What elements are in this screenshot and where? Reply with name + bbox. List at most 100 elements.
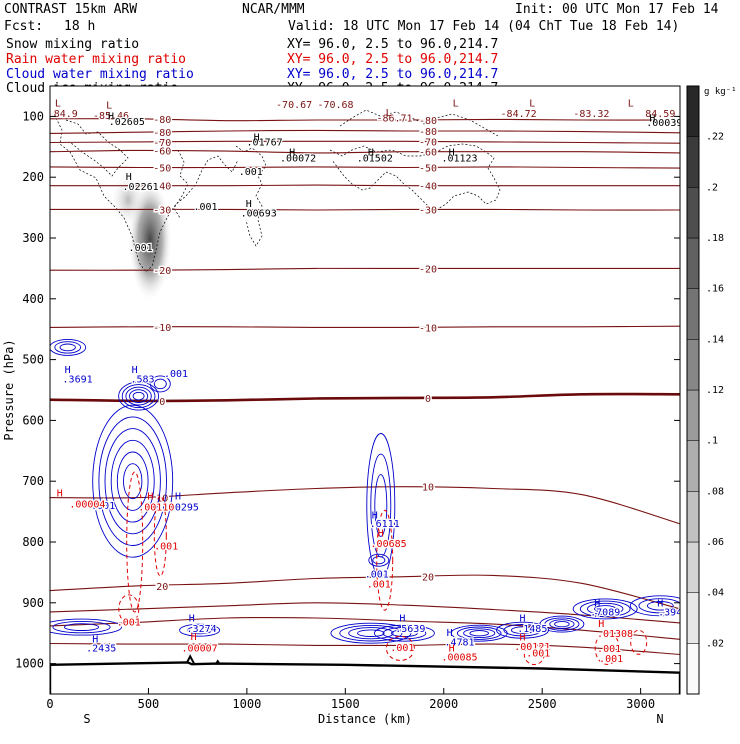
isotherm-7: [50, 267, 680, 271]
colorbar: g kg⁻¹ .02 .04 .06 .08 .1 .12 .14 .16 .18 .2 .22: [686, 85, 737, 695]
field-label-17: .001: [239, 167, 263, 178]
field-label-36: .00685: [371, 539, 407, 550]
isotherm-label-10-1: 10: [422, 483, 434, 494]
cloud-contour-3-0: [92, 404, 174, 558]
field-label-26: .3274: [187, 624, 217, 635]
extremum-marker-1: L: [106, 101, 112, 112]
field-label-2: -70.67: [276, 100, 312, 111]
field-label-41: .00085: [441, 653, 477, 664]
cloud-contour-14-2: [646, 601, 674, 611]
rain-contour-4: [523, 644, 545, 665]
isotherm-11: [50, 574, 680, 610]
cloud-contour-8-3: [357, 629, 385, 637]
field-label-8: .02605: [109, 117, 145, 128]
isotherm-label-7-1: -20: [419, 264, 437, 275]
isotherm-1: [50, 129, 680, 134]
isotherm-10: [50, 486, 680, 525]
x-axis: 0 500 1000 1500 2000 2500 3000: [46, 688, 655, 711]
cloud-contour-13-3: [594, 605, 617, 613]
field-label-29: .4781: [444, 637, 474, 648]
rain-contour-1: [153, 495, 167, 577]
field-label-16: .001: [129, 243, 153, 254]
cloud-contour-3-1: [98, 416, 167, 546]
isotherm-4: [50, 166, 680, 169]
colorbar-swatch-3: [686, 491, 700, 543]
extremum-marker-24: H: [175, 491, 181, 502]
legend-xy-cloud: XY= 96.0, 2.5 to 96.0,214.7: [287, 67, 498, 82]
plot-frame: [49, 85, 681, 695]
isotherm-0: [50, 118, 680, 122]
y-tick-label-700: 700: [22, 474, 44, 488]
field-label-28: .5639: [395, 624, 425, 635]
field-label-25: .001: [365, 569, 389, 580]
isotherm-label-6-1: -30: [419, 205, 437, 216]
cloud-contour-10-3: [469, 630, 489, 637]
colorbar-swatch-9: [686, 187, 700, 239]
extremum-marker-18: H: [92, 634, 98, 645]
isotherm-label-7-0: -20: [153, 266, 171, 277]
field-label-37: .001: [367, 580, 391, 591]
isotherm-6: [50, 208, 680, 211]
cloud-contour-12-0: [539, 615, 585, 633]
y-tick-label-400: 400: [22, 292, 44, 306]
field-label-38: .001: [117, 617, 141, 628]
x-tick-label-1500: 1500: [331, 697, 360, 711]
x-tick-label-2000: 2000: [429, 697, 458, 711]
field-label-9: .01767: [247, 138, 283, 149]
isotherm-label-1-1: -80: [419, 127, 437, 138]
cloud-contour-0-2: [59, 343, 76, 352]
isotherm-label-4-1: -50: [419, 163, 437, 174]
cloud-contour-4-0: [366, 433, 396, 578]
field-label-35: .001: [154, 541, 178, 552]
y-tick-label-200: 200: [22, 170, 44, 184]
isotherm-label-9-0: 0: [159, 397, 165, 408]
field-label-21: .001: [164, 369, 188, 380]
x-tick-label-500: 500: [138, 697, 160, 711]
isotherm-8: [50, 325, 680, 329]
x-tick-label-3000: 3000: [626, 697, 655, 711]
extremum-marker-8: H: [289, 147, 295, 158]
cloud-contour-2-1: [153, 378, 167, 390]
snow-contour-center: [235, 145, 267, 247]
cloud-contour-3-4: [116, 451, 149, 511]
isotherm-label-9-1: 0: [425, 394, 431, 405]
colorbar-tick-10: .22: [706, 132, 724, 143]
model-title: CONTRAST 15km ARW: [4, 2, 137, 17]
colorbar-swatch-5: [686, 389, 700, 441]
cloud-contour-1-2: [125, 386, 152, 406]
cloud-contour-1-3: [129, 389, 149, 403]
cloud-contour-1-0: [118, 381, 160, 411]
isotherm-5: [50, 184, 680, 187]
plot-background: [50, 86, 680, 694]
field-label-46: .001: [599, 654, 623, 665]
field-label-31: .7089: [590, 608, 620, 619]
terrain-profile: [50, 661, 680, 694]
colorbar-tick-3: .08: [706, 486, 724, 497]
field-label-20: .583: [130, 375, 154, 386]
isotherm-label-8-1: -10: [419, 323, 437, 334]
field-label-11: .01502: [357, 153, 393, 164]
field-label-10: .00072: [280, 153, 316, 164]
colorbar-swatch-8: [686, 237, 700, 289]
field-label-6: -83.32: [573, 109, 609, 120]
field-label-40: .001: [390, 643, 414, 654]
field-label-5: -84.72: [501, 109, 537, 120]
colorbar-tick-9: .2: [706, 182, 718, 193]
field-label-23: .001: [91, 501, 115, 512]
rain-contour-5: [594, 631, 620, 665]
field-label-33: .00004: [69, 499, 105, 510]
field-label-4: -86.71: [376, 113, 412, 124]
cloud-contour-3-2: [104, 428, 161, 535]
field-labels: 84.9 -85.46 -70.67 -70.68 -86.71 -84.72 -83.32…: [53, 99, 680, 666]
rain-contour-2: [376, 509, 394, 611]
cloud-contour-2-0: [149, 375, 171, 393]
extremum-marker-16: H: [372, 510, 378, 521]
field-label-34: .00110: [138, 502, 174, 513]
extremum-marker-25: H: [57, 488, 63, 499]
field-label-19: .3691: [63, 375, 93, 386]
snow-contour-east: [329, 143, 501, 211]
valid-time: Valid: 18 UTC Mon 17 Feb 14 (04 ChT Tue …: [288, 19, 679, 34]
legend-name-rain: Rain water mixing ratio: [6, 52, 186, 67]
legend-xy-rain: XY= 96.0, 2.5 to 96.0,214.7: [287, 52, 498, 67]
